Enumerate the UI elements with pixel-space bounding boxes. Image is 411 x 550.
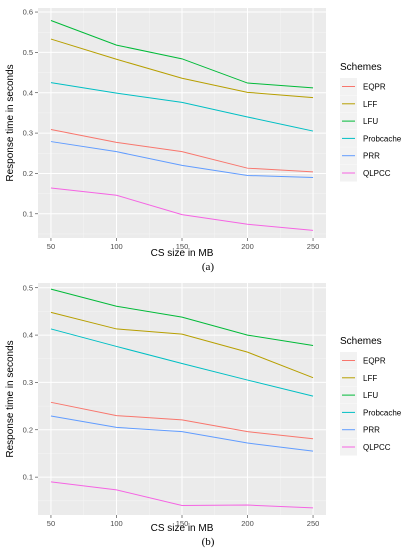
y-tick-label: 0.1 [23, 473, 33, 482]
chart-panel-1: 0.1 0.2 0.3 0.4 0.5 0.6 50 100 150 200 250 CS size … [5, 8, 402, 273]
legend-label: QLPCC [363, 169, 391, 178]
legend-label: LFU [363, 391, 378, 400]
x-tick-label: 50 [47, 242, 55, 251]
y-axis-label: Response time in seconds [5, 64, 16, 181]
y-tick-label: 0.3 [23, 129, 33, 138]
legend-label: PRR [363, 426, 380, 435]
legend-label: EQPR [363, 357, 386, 366]
x-tick-label: 250 [307, 519, 320, 528]
x-tick-label: 150 [176, 519, 189, 528]
legend-label: QLPCC [363, 443, 391, 452]
legend: Schemes EQPR LFF LFU Probcache PRR QLPCC [340, 336, 402, 456]
legend-label: Probcache [363, 408, 402, 417]
x-tick-label: 100 [110, 242, 123, 251]
legend-title: Schemes [340, 62, 382, 73]
y-tick-label: 0.5 [23, 48, 33, 57]
y-tick-label: 0.6 [23, 8, 33, 17]
y-tick-label: 0.2 [23, 425, 33, 434]
legend: Schemes EQPR LFF LFU Probcache PRR QLPCC [340, 62, 402, 182]
y-tick-label: 0.2 [23, 169, 33, 178]
y-tick-label: 0.5 [23, 283, 33, 292]
x-tick-label: 200 [241, 242, 254, 251]
chart-panel-2: 0.1 0.2 0.3 0.4 0.5 50 100 150 200 250 CS size in … [5, 283, 402, 548]
legend-label: LFF [363, 374, 377, 383]
legend-label: PRR [363, 152, 380, 161]
y-tick-label: 0.4 [23, 88, 33, 97]
x-tick-label: 200 [241, 519, 254, 528]
legend-label: Probcache [363, 134, 402, 143]
x-tick-label: 50 [47, 519, 55, 528]
x-axis-label: CS size in MB [151, 248, 214, 259]
x-tick-label: 100 [110, 519, 123, 528]
x-axis-label: CS size in MB [151, 523, 214, 534]
y-tick-label: 0.3 [23, 378, 33, 387]
panel-label: (b) [202, 536, 215, 548]
legend-label: EQPR [363, 83, 386, 92]
panel-label: (a) [202, 261, 215, 273]
y-tick-label: 0.4 [23, 331, 33, 340]
legend-title: Schemes [340, 336, 382, 347]
y-tick-label: 0.1 [23, 209, 33, 218]
x-tick-label: 150 [176, 242, 189, 251]
legend-label: LFU [363, 117, 378, 126]
legend-label: LFF [363, 100, 377, 109]
x-tick-label: 250 [307, 242, 320, 251]
y-axis-label: Response time in seconds [5, 340, 16, 457]
